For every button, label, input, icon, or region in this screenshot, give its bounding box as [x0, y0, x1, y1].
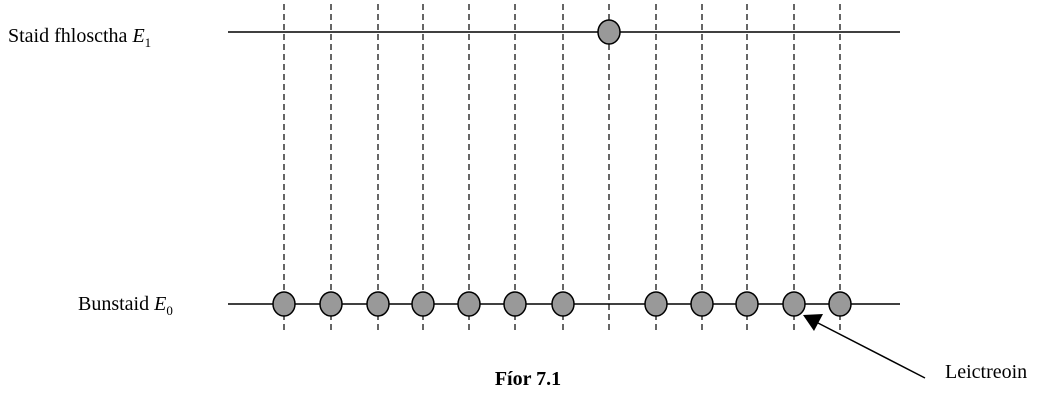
position-lines	[283, 4, 841, 332]
electron-arrow-head	[803, 314, 823, 331]
ground-state-electron	[411, 291, 435, 317]
ground-state-symbol: E	[153, 293, 166, 315]
electron-label: Leictreoin	[945, 361, 1027, 383]
ground-state-electron	[319, 291, 343, 317]
ground-state-text: Bunstaid	[78, 293, 154, 315]
ground-state-electron	[503, 291, 527, 317]
ground-state-label: Bunstaid E0	[78, 293, 173, 318]
ground-state-electron	[272, 291, 296, 317]
excited-state-symbol: E	[131, 25, 144, 47]
ground-state-electron	[828, 291, 852, 317]
ground-state-electron	[782, 291, 806, 317]
excited-state-electron	[597, 19, 621, 45]
excited-state-label: Staid fhlosctha E1	[8, 25, 151, 50]
electron-arrow-line	[817, 322, 926, 379]
ground-state-electron	[690, 291, 714, 317]
figure-caption: Fíor 7.1	[495, 368, 561, 390]
ground-state-electron	[735, 291, 759, 317]
ground-state-subscript: 0	[166, 303, 173, 318]
excited-state-text: Staid fhlosctha	[8, 25, 132, 47]
electrons	[272, 19, 852, 317]
ground-state-electron	[366, 291, 390, 317]
ground-state-electron	[644, 291, 668, 317]
excited-state-subscript: 1	[145, 35, 152, 50]
ground-state-electron	[457, 291, 481, 317]
ground-state-electron	[551, 291, 575, 317]
